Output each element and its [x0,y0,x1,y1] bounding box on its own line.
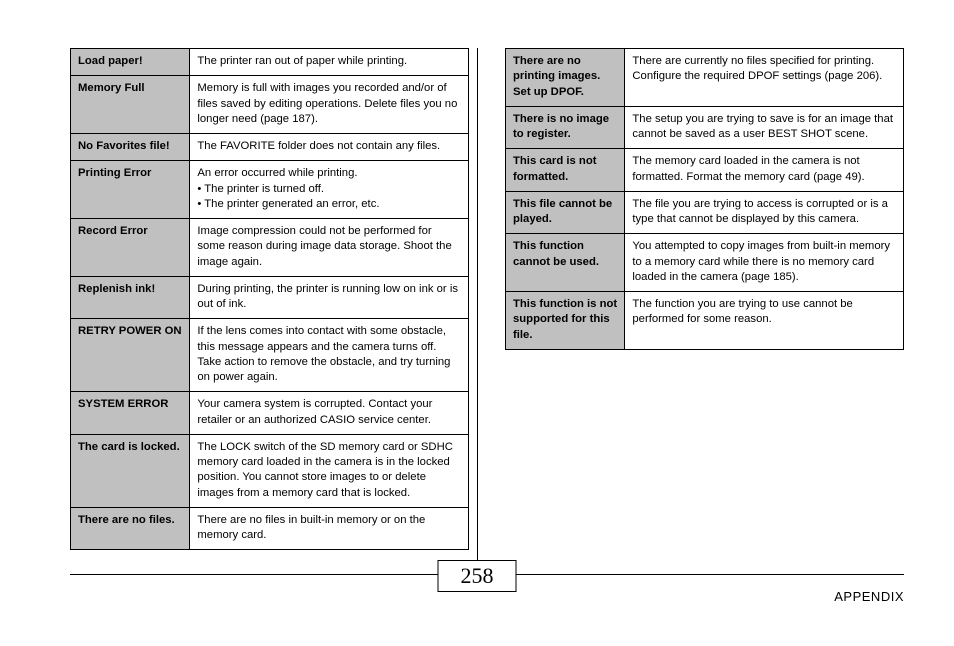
message-description: During printing, the printer is running … [190,276,469,319]
footer: 258 [0,568,954,608]
message-label: This function is not supported for this … [506,292,625,350]
left-table: Load paper!The printer ran out of paper … [70,48,469,550]
right-column: There are no printing images. Set up DPO… [505,48,904,568]
table-row: This card is not formatted.The memory ca… [506,149,904,192]
message-label: Printing Error [71,161,190,219]
table-row: The card is locked.The LOCK switch of th… [71,434,469,507]
message-description: Memory is full with images you recorded … [190,76,469,134]
message-label: SYSTEM ERROR [71,392,190,435]
table-row: There is no image to register.The setup … [506,106,904,149]
table-row: Record ErrorImage compression could not … [71,219,469,277]
message-label: This function cannot be used. [506,234,625,292]
message-description: The FAVORITE folder does not contain any… [190,134,469,161]
table-row: RETRY POWER ONIf the lens comes into con… [71,319,469,392]
message-label: This file cannot be played. [506,191,625,234]
message-description: The LOCK switch of the SD memory card or… [190,434,469,507]
message-description: Your camera system is corrupted. Contact… [190,392,469,435]
message-label: RETRY POWER ON [71,319,190,392]
message-description: The setup you are trying to save is for … [625,106,904,149]
section-label: APPENDIX [834,589,904,604]
table-row: No Favorites file!The FAVORITE folder do… [71,134,469,161]
left-column: Load paper!The printer ran out of paper … [70,48,469,568]
table-row: Printing ErrorAn error occurred while pr… [71,161,469,219]
message-description: The file you are trying to access is cor… [625,191,904,234]
message-label: There is no image to register. [506,106,625,149]
right-table-body: There are no printing images. Set up DPO… [506,49,904,350]
message-description: Image compression could not be performed… [190,219,469,277]
table-row: Memory FullMemory is full with images yo… [71,76,469,134]
message-description: The printer ran out of paper while print… [190,49,469,76]
message-label: This card is not formatted. [506,149,625,192]
message-label: The card is locked. [71,434,190,507]
message-label: Record Error [71,219,190,277]
message-description: There are no files in built-in memory or… [190,507,469,550]
message-label: No Favorites file! [71,134,190,161]
columns-wrap: Load paper!The printer ran out of paper … [70,48,904,568]
message-description: An error occurred while printing.The pri… [190,161,469,219]
message-description: The memory card loaded in the camera is … [625,149,904,192]
table-row: This function is not supported for this … [506,292,904,350]
page-number-box: 258 [438,560,517,592]
table-row: There are no files.There are no files in… [71,507,469,550]
message-description: There are currently no files specified f… [625,49,904,107]
message-description: The function you are trying to use canno… [625,292,904,350]
table-row: SYSTEM ERRORYour camera system is corrup… [71,392,469,435]
message-description: You attempted to copy images from built-… [625,234,904,292]
page-root: Load paper!The printer ran out of paper … [0,0,954,646]
table-row: This function cannot be used.You attempt… [506,234,904,292]
left-table-body: Load paper!The printer ran out of paper … [71,49,469,550]
message-label: There are no printing images. Set up DPO… [506,49,625,107]
message-label: There are no files. [71,507,190,550]
table-row: Load paper!The printer ran out of paper … [71,49,469,76]
message-label: Replenish ink! [71,276,190,319]
column-divider [477,48,478,578]
table-row: Replenish ink!During printing, the print… [71,276,469,319]
table-row: There are no printing images. Set up DPO… [506,49,904,107]
message-description: If the lens comes into contact with some… [190,319,469,392]
table-row: This file cannot be played.The file you … [506,191,904,234]
right-table: There are no printing images. Set up DPO… [505,48,904,350]
message-label: Load paper! [71,49,190,76]
message-label: Memory Full [71,76,190,134]
